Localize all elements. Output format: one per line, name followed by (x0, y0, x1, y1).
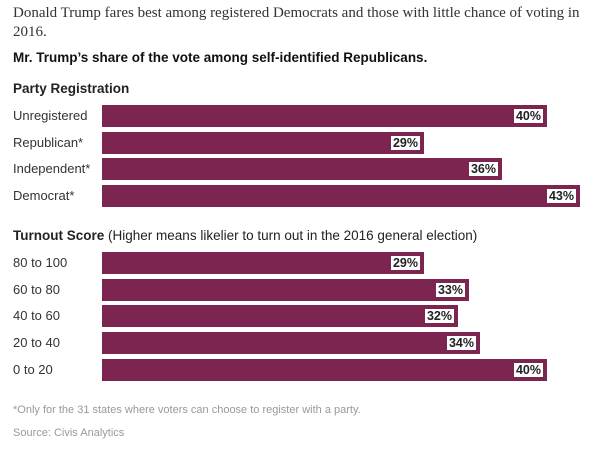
bar: 29% (102, 132, 424, 154)
category-label: Unregistered (13, 108, 88, 123)
bar-row: 60 to 80 33% (0, 279, 598, 301)
party-registration-title-text: Party Registration (13, 81, 130, 96)
category-label: 20 to 40 (13, 335, 60, 350)
turnout-score-title-note: (Higher means likelier to turn out in th… (108, 228, 478, 243)
category-label: Republican* (13, 135, 84, 150)
bar: 32% (102, 305, 458, 327)
bar-value-label: 33% (435, 283, 465, 297)
category-label: 0 to 20 (13, 362, 53, 377)
category-label: 80 to 100 (13, 255, 68, 270)
chart-subtitle: Mr. Trump’s share of the vote among self… (13, 50, 428, 65)
bar-value-label: 36% (468, 162, 498, 176)
turnout-score-title: Turnout Score (Higher means likelier to … (13, 228, 477, 243)
bar-value-label: 34% (446, 336, 476, 350)
bar: 29% (102, 252, 424, 274)
bar-row: 40 to 60 32% (0, 305, 598, 327)
turnout-score-title-text: Turnout Score (13, 228, 105, 243)
category-label: 60 to 80 (13, 282, 60, 297)
category-label: Independent* (13, 161, 91, 176)
chart-headline: Donald Trump fares best among registered… (13, 5, 580, 40)
bar-value-label: 40% (513, 363, 543, 377)
bar: 40% (102, 359, 547, 381)
bar-value-label: 40% (513, 109, 543, 123)
footnote: *Only for the 31 states where voters can… (13, 404, 361, 416)
source-note: Source: Civis Analytics (13, 427, 125, 439)
bar: 40% (102, 105, 547, 127)
bar-value-label: 29% (390, 136, 420, 150)
bar-value-label: 32% (424, 309, 454, 323)
category-label: Democrat* (13, 188, 75, 203)
bar-value-label: 43% (546, 189, 576, 203)
bar: 36% (102, 158, 502, 180)
bar-row: 0 to 20 40% (0, 359, 598, 381)
party-registration-title: Party Registration (13, 81, 129, 96)
bar-value-label: 29% (390, 256, 420, 270)
bar-row: Independent* 36% (0, 158, 598, 180)
bar-row: Unregistered 40% (0, 105, 598, 127)
bar: 33% (102, 279, 469, 301)
bar-row: 20 to 40 34% (0, 332, 598, 354)
category-label: 40 to 60 (13, 308, 60, 323)
bar: 43% (102, 185, 580, 207)
bar-row: 80 to 100 29% (0, 252, 598, 274)
bar: 34% (102, 332, 480, 354)
bar-row: Republican* 29% (0, 132, 598, 154)
bar-row: Democrat* 43% (0, 185, 598, 207)
